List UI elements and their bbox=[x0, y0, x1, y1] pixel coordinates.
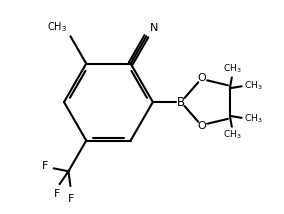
Text: CH$_3$: CH$_3$ bbox=[244, 113, 262, 125]
Text: F: F bbox=[42, 161, 49, 171]
Text: N: N bbox=[149, 23, 158, 33]
Text: CH$_3$: CH$_3$ bbox=[244, 79, 262, 92]
Text: F: F bbox=[68, 194, 75, 204]
Text: CH$_3$: CH$_3$ bbox=[47, 21, 68, 34]
Text: F: F bbox=[53, 189, 60, 199]
Text: CH$_3$: CH$_3$ bbox=[222, 129, 241, 141]
Text: O: O bbox=[198, 73, 206, 83]
Text: O: O bbox=[198, 121, 206, 131]
Text: B: B bbox=[176, 96, 185, 108]
Text: CH$_3$: CH$_3$ bbox=[222, 63, 241, 75]
